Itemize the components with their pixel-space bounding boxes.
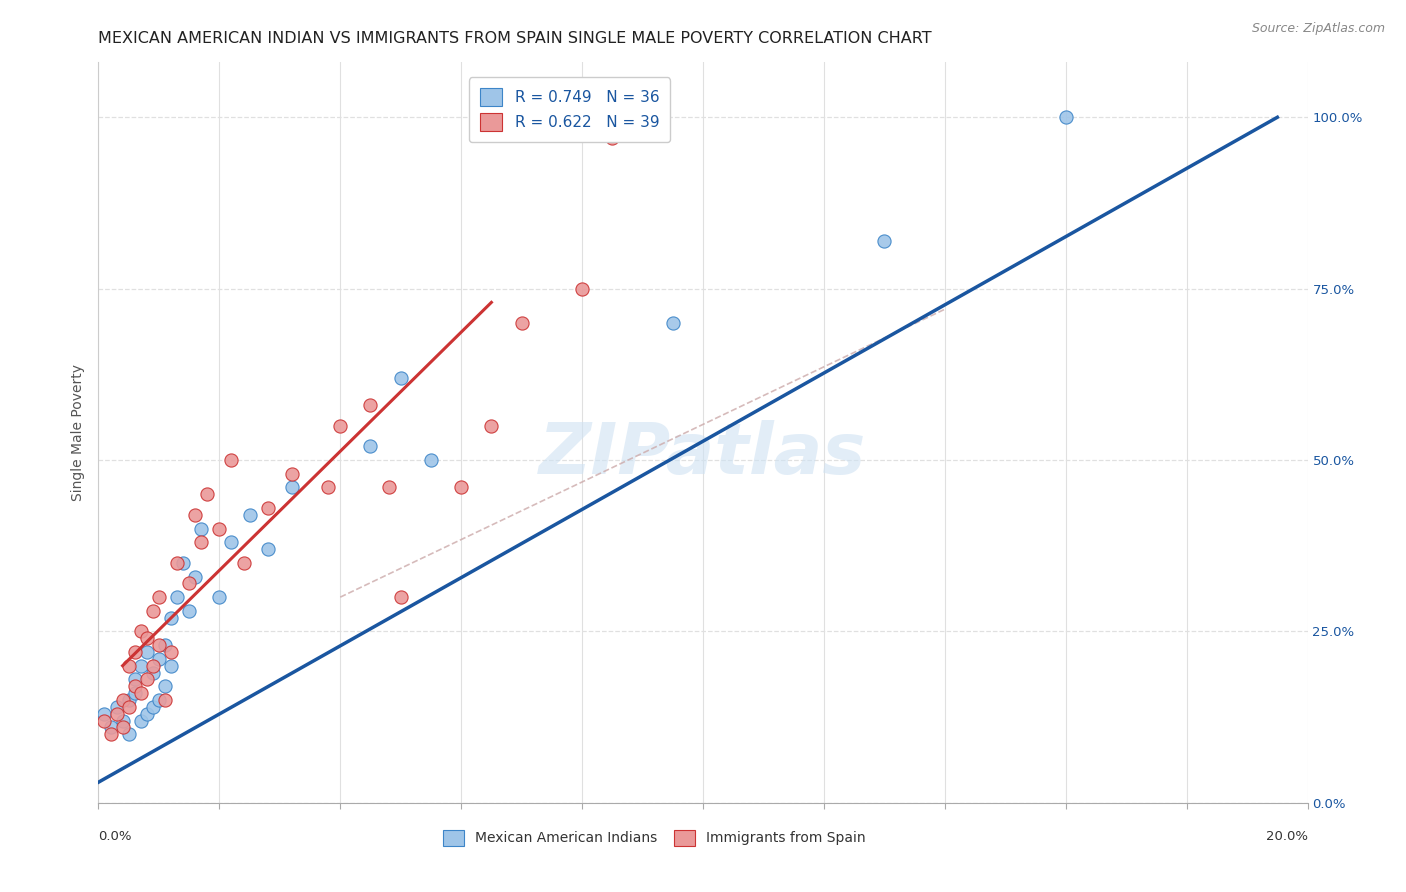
Point	[118, 658, 141, 673]
Point	[100, 720, 122, 734]
Point	[142, 699, 165, 714]
Point	[148, 590, 170, 604]
Point	[142, 604, 165, 618]
Point	[105, 706, 128, 721]
Point	[100, 727, 122, 741]
Text: MEXICAN AMERICAN INDIAN VS IMMIGRANTS FROM SPAIN SINGLE MALE POVERTY CORRELATION: MEXICAN AMERICAN INDIAN VS IMMIGRANTS FR…	[98, 31, 932, 46]
Point	[118, 699, 141, 714]
Point	[232, 556, 254, 570]
Point	[172, 556, 194, 570]
Point	[111, 693, 134, 707]
Point	[148, 652, 170, 666]
Point	[160, 610, 183, 624]
Point	[179, 604, 201, 618]
Point	[377, 480, 399, 494]
Point	[111, 714, 134, 728]
Legend: Mexican American Indians, Immigrants from Spain: Mexican American Indians, Immigrants fro…	[437, 824, 872, 851]
Point	[124, 673, 146, 687]
Point	[420, 453, 443, 467]
Point	[221, 535, 243, 549]
Point	[148, 693, 170, 707]
Point	[281, 480, 304, 494]
Point	[142, 665, 165, 680]
Point	[256, 542, 278, 557]
Point	[208, 590, 231, 604]
Point	[160, 645, 183, 659]
Point	[153, 693, 176, 707]
Point	[124, 686, 146, 700]
Point	[661, 316, 683, 330]
Point	[389, 590, 412, 604]
Point	[1054, 110, 1077, 124]
Point	[510, 316, 533, 330]
Point	[184, 508, 207, 522]
Point	[389, 371, 412, 385]
Point	[316, 480, 339, 494]
Point	[281, 467, 304, 481]
Point	[166, 556, 188, 570]
Point	[571, 282, 593, 296]
Point	[256, 501, 278, 516]
Point	[135, 632, 157, 646]
Point	[239, 508, 262, 522]
Text: 20.0%: 20.0%	[1265, 830, 1308, 843]
Point	[93, 714, 115, 728]
Text: ZIPatlas: ZIPatlas	[540, 420, 866, 490]
Point	[481, 418, 503, 433]
Point	[190, 535, 212, 549]
Point	[195, 487, 218, 501]
Point	[450, 480, 472, 494]
Point	[135, 673, 157, 687]
Point	[329, 418, 352, 433]
Point	[160, 658, 183, 673]
Point	[118, 727, 141, 741]
Point	[360, 398, 382, 412]
Point	[129, 714, 152, 728]
Point	[105, 699, 128, 714]
Point	[118, 693, 141, 707]
Point	[135, 706, 157, 721]
Text: Source: ZipAtlas.com: Source: ZipAtlas.com	[1251, 22, 1385, 36]
Point	[124, 645, 146, 659]
Point	[153, 638, 176, 652]
Text: 0.0%: 0.0%	[98, 830, 132, 843]
Point	[135, 645, 157, 659]
Y-axis label: Single Male Poverty: Single Male Poverty	[70, 364, 84, 501]
Point	[873, 234, 896, 248]
Point	[221, 453, 243, 467]
Point	[111, 720, 134, 734]
Point	[153, 679, 176, 693]
Point	[124, 679, 146, 693]
Point	[166, 590, 188, 604]
Point	[184, 569, 207, 583]
Point	[93, 706, 115, 721]
Point	[179, 576, 201, 591]
Point	[602, 131, 624, 145]
Point	[129, 686, 152, 700]
Point	[129, 624, 152, 639]
Point	[190, 522, 212, 536]
Point	[129, 658, 152, 673]
Point	[142, 658, 165, 673]
Point	[208, 522, 231, 536]
Point	[148, 638, 170, 652]
Point	[360, 439, 382, 453]
